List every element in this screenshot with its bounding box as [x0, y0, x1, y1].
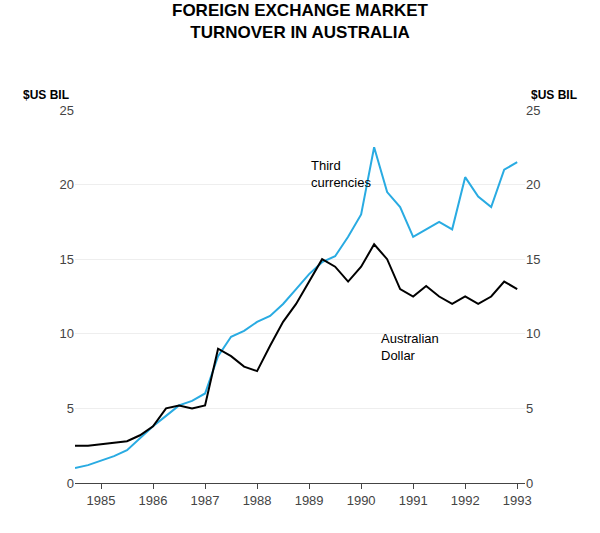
svg-text:FOREIGN EXCHANGE MARKETTURNOVE: FOREIGN EXCHANGE MARKETTURNOVER IN AUSTR… — [172, 1, 429, 42]
svg-text:1985: 1985 — [87, 493, 116, 508]
svg-text:Thirdcurrencies: Thirdcurrencies — [311, 158, 371, 190]
svg-text:AustralianDollar: AustralianDollar — [381, 331, 439, 363]
svg-text:20: 20 — [526, 177, 540, 192]
svg-text:1992: 1992 — [451, 493, 480, 508]
svg-text:1991: 1991 — [399, 493, 428, 508]
svg-text:10: 10 — [526, 326, 540, 341]
svg-text:15: 15 — [526, 252, 540, 267]
svg-text:15: 15 — [60, 252, 74, 267]
svg-text:25: 25 — [60, 103, 74, 118]
svg-text:20: 20 — [60, 177, 74, 192]
svg-text:5: 5 — [526, 401, 533, 416]
svg-text:25: 25 — [526, 103, 540, 118]
svg-text:1986: 1986 — [139, 493, 168, 508]
svg-text:5: 5 — [67, 401, 74, 416]
svg-text:0: 0 — [67, 476, 74, 491]
svg-text:1988: 1988 — [243, 493, 272, 508]
svg-text:$US BIL: $US BIL — [531, 88, 577, 102]
svg-text:0: 0 — [526, 476, 533, 491]
svg-text:1993: 1993 — [503, 493, 532, 508]
svg-text:$US BIL: $US BIL — [23, 88, 69, 102]
svg-text:1990: 1990 — [347, 493, 376, 508]
svg-text:10: 10 — [60, 326, 74, 341]
svg-text:1987: 1987 — [191, 493, 220, 508]
svg-text:1989: 1989 — [295, 493, 324, 508]
